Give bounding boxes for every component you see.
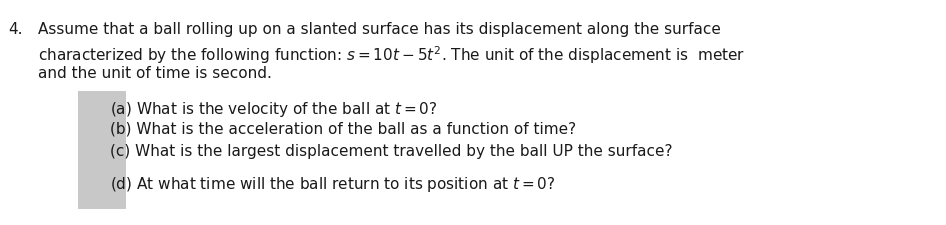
Text: (d) At what time will the ball return to its position at $t = 0$?: (d) At what time will the ball return to… (110, 174, 555, 193)
Text: (b) What is the acceleration of the ball as a function of time?: (b) What is the acceleration of the ball… (110, 122, 576, 136)
Text: 4.: 4. (8, 22, 23, 37)
Text: and the unit of time is second.: and the unit of time is second. (38, 66, 272, 81)
Text: characterized by the following function: $s = 10t - 5t^2$. The unit of the displ: characterized by the following function:… (38, 44, 745, 65)
Text: (a) What is the velocity of the ball at $t = 0$?: (a) What is the velocity of the ball at … (110, 99, 438, 119)
Text: (c) What is the largest displacement travelled by the ball UP the surface?: (c) What is the largest displacement tra… (110, 143, 673, 158)
Bar (78, 92, 126, 209)
Text: Assume that a ball rolling up on a slanted surface has its displacement along th: Assume that a ball rolling up on a slant… (38, 22, 721, 37)
